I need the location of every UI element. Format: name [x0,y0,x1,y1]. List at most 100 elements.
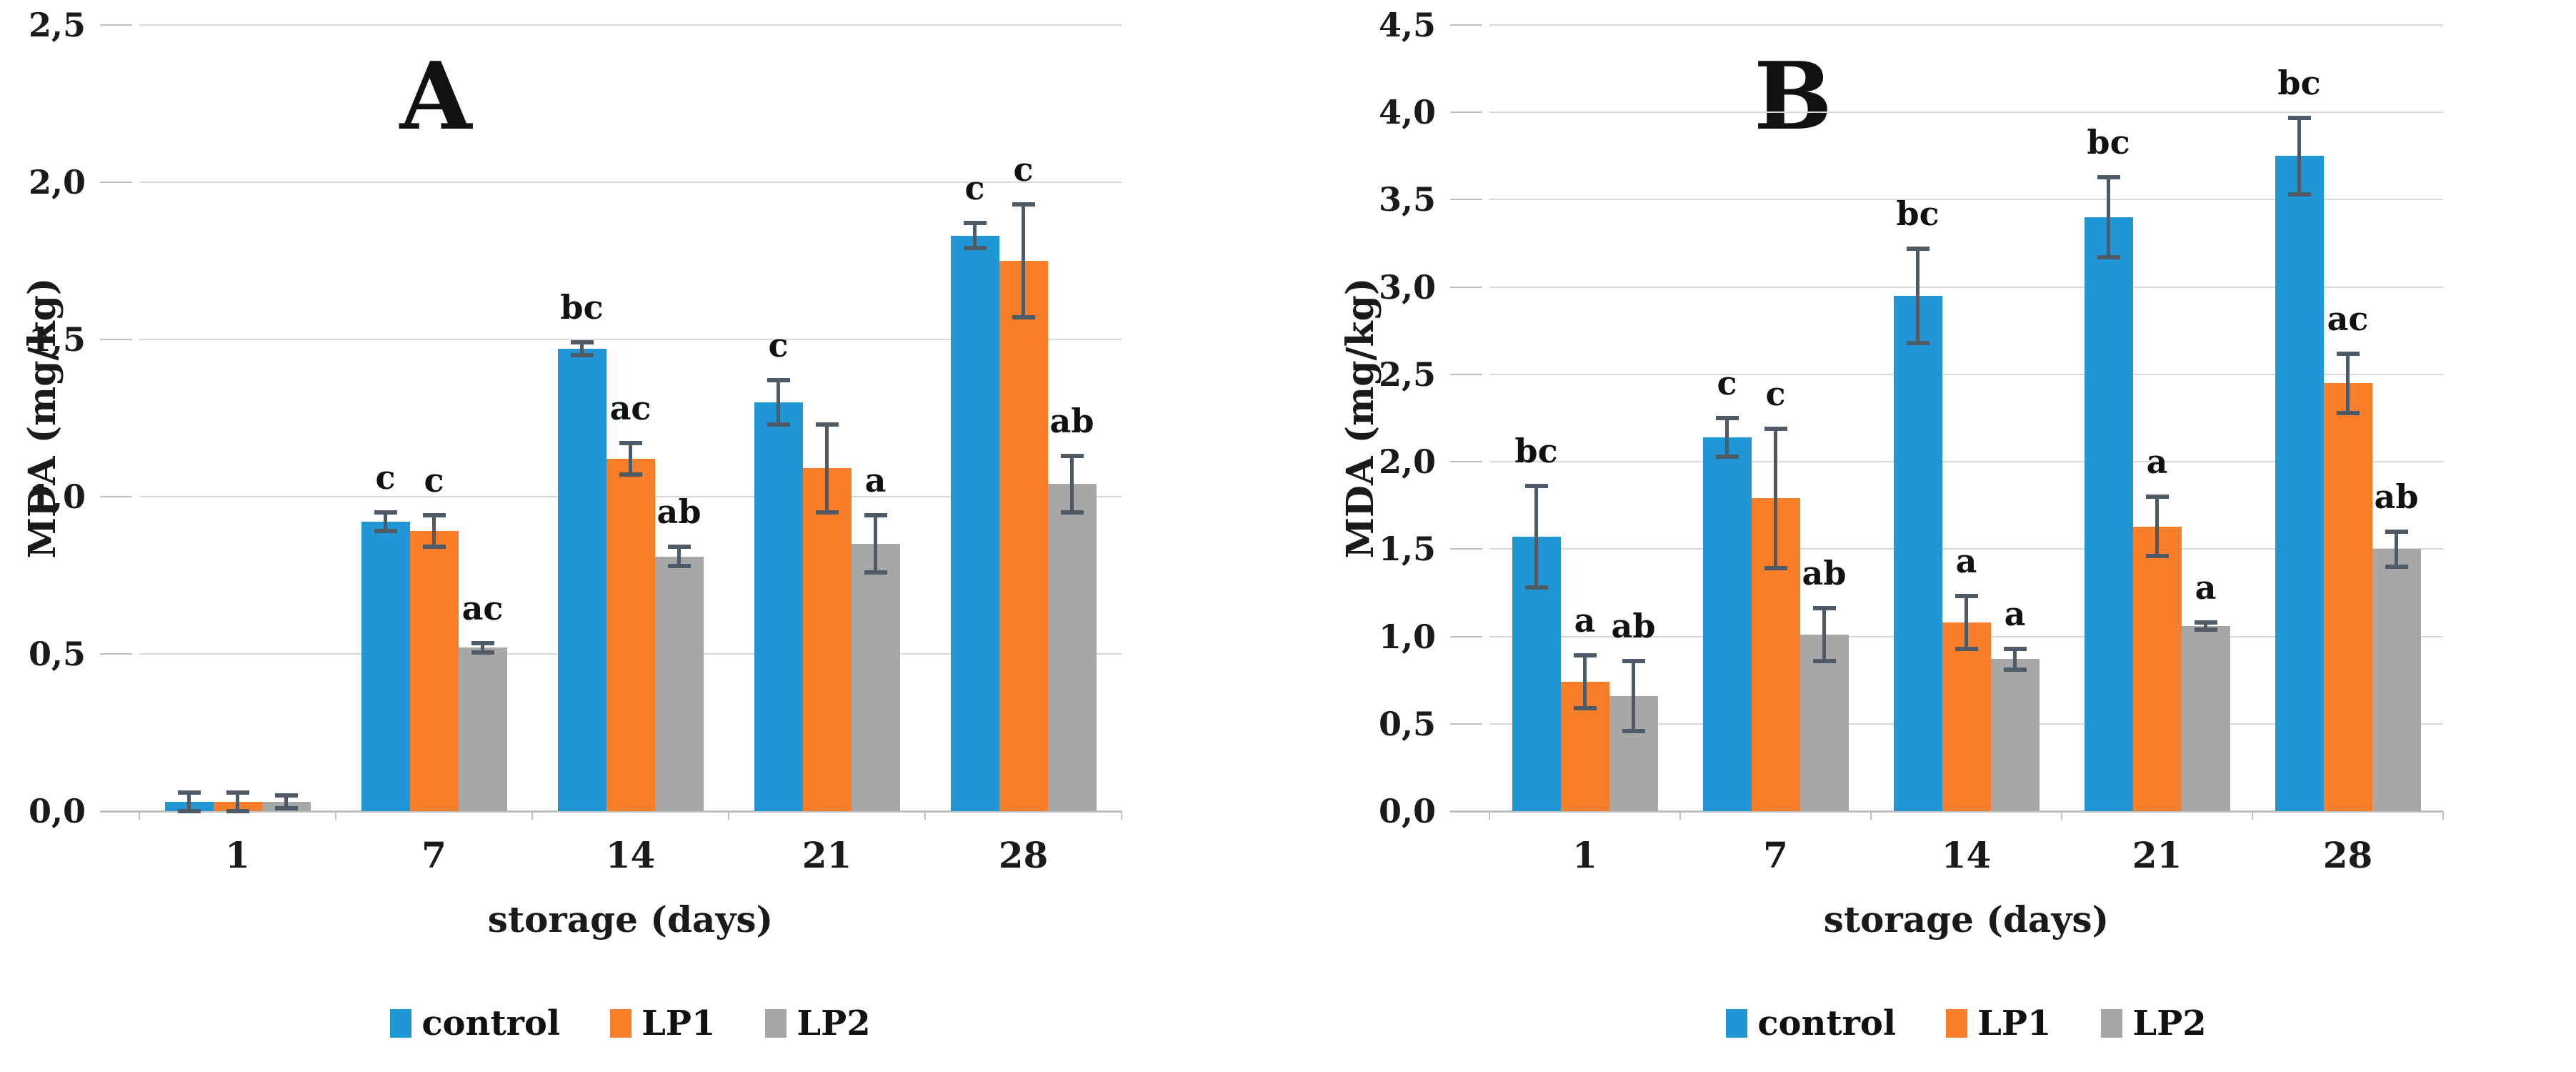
error-bar [284,795,288,808]
significance-label: c [964,169,985,208]
error-bar [2013,648,2017,670]
y-axis-tick-label: 1,0 [1378,617,1436,656]
x-axis-tick [1489,811,1490,820]
y-axis-tick [1450,373,1482,375]
error-bar-cap [374,529,397,534]
bar-lp2 [458,647,507,811]
error-bar-cap [1622,728,1645,733]
bar-lp2 [1047,484,1097,811]
error-bar [1725,418,1729,457]
panel-b-title: B [1754,41,1832,151]
bar-control [1893,295,1942,811]
error-bar [1916,248,1919,343]
error-bar-cap [619,441,642,446]
x-axis-tick [335,811,336,820]
panel-b-legend: control LP1 LP2 [1489,1006,2443,1041]
bar-lp1 [409,531,459,811]
error-bar [432,515,436,547]
control-swatch-icon [1726,1009,1748,1038]
significance-label: a [2195,568,2217,607]
significance-label: ab [2374,477,2419,516]
error-bar-cap [570,353,594,357]
error-bar-cap [2003,667,2027,672]
error-bar-cap [963,246,987,251]
y-axis-tick [100,496,132,497]
error-bar-cap [1622,658,1645,663]
significance-label: ac [461,588,504,627]
error-bar-cap [1012,315,1035,320]
error-bar [1022,204,1025,318]
bar-lp2 [2181,625,2230,811]
y-axis-tick [1450,548,1482,550]
y-axis-tick-label: 1,5 [1378,530,1436,569]
error-bar-cap [274,793,298,798]
error-bar-cap [2385,529,2408,534]
error-bar-cap [667,545,691,550]
significance-label: ac [609,389,652,428]
x-axis-category-label: 7 [421,834,446,876]
legend-item-control: control [390,1006,560,1041]
y-axis-tick [1450,723,1482,725]
y-axis-tick-label: 3,0 [1378,267,1436,307]
error-bar [825,424,829,512]
y-axis-tick-label: 3,5 [1378,180,1436,219]
x-axis-category-label: 1 [225,834,250,876]
legend-label: control [1757,1003,1897,1043]
legend-item-control: control [1726,1006,1896,1041]
error-bar [874,515,877,572]
error-bar-cap [226,790,249,795]
error-bar [481,642,484,652]
error-bar [1583,655,1587,708]
legend-label: LP1 [641,1003,716,1043]
error-bar-cap [1764,426,1787,431]
x-axis-category-label: 14 [605,834,656,876]
bar-lp2 [1799,635,1849,811]
error-bar-cap [2287,192,2311,197]
error-bar-cap [1906,340,1929,345]
error-bar [384,512,387,532]
lp1-swatch-icon [1946,1009,1968,1038]
y-axis-tick [1450,635,1482,637]
significance-label: a [2146,442,2168,481]
error-bar-cap [2145,554,2169,559]
error-bar [1632,660,1635,731]
significance-label: ac [2327,299,2369,338]
y-axis-tick-label: 0,0 [28,792,86,830]
bar-control [950,235,999,811]
error-bar [973,223,977,249]
bar-control [361,522,410,811]
error-bar-cap [374,510,397,515]
error-bar [2107,177,2110,258]
x-axis-tick [531,811,533,820]
x-axis-category-label: 7 [1763,834,1788,876]
significance-label: bc [1896,194,1940,233]
error-bar-cap [274,805,298,810]
error-bar-cap [471,640,494,645]
bar-lp2 [1990,659,2040,811]
bar-lp1 [1942,622,1991,811]
bar-control [754,402,803,811]
error-bar [2395,531,2398,567]
x-axis-tick [1121,811,1122,820]
significance-label: ab [1802,554,1847,593]
x-axis-tick [139,811,140,820]
error-bar-cap [1715,454,1739,459]
significance-label: a [1574,601,1596,640]
error-bar-cap [2194,620,2217,625]
error-bar-cap [1955,594,1978,599]
legend-label: control [421,1003,561,1043]
error-bar-cap [570,340,594,345]
y-axis-tick-label: 0,0 [1378,792,1436,830]
x-axis-tick [728,811,729,820]
error-bar-cap [815,510,839,515]
significance-label: a [1955,542,1977,581]
error-bar-cap [471,650,494,655]
error-bar-cap [422,545,446,550]
y-axis-tick [1450,111,1482,114]
y-axis-tick [100,182,132,183]
error-bar-cap [2097,255,2120,260]
significance-label: ab [1049,401,1094,440]
gridline [1489,548,2443,550]
x-axis-line [100,810,1122,813]
